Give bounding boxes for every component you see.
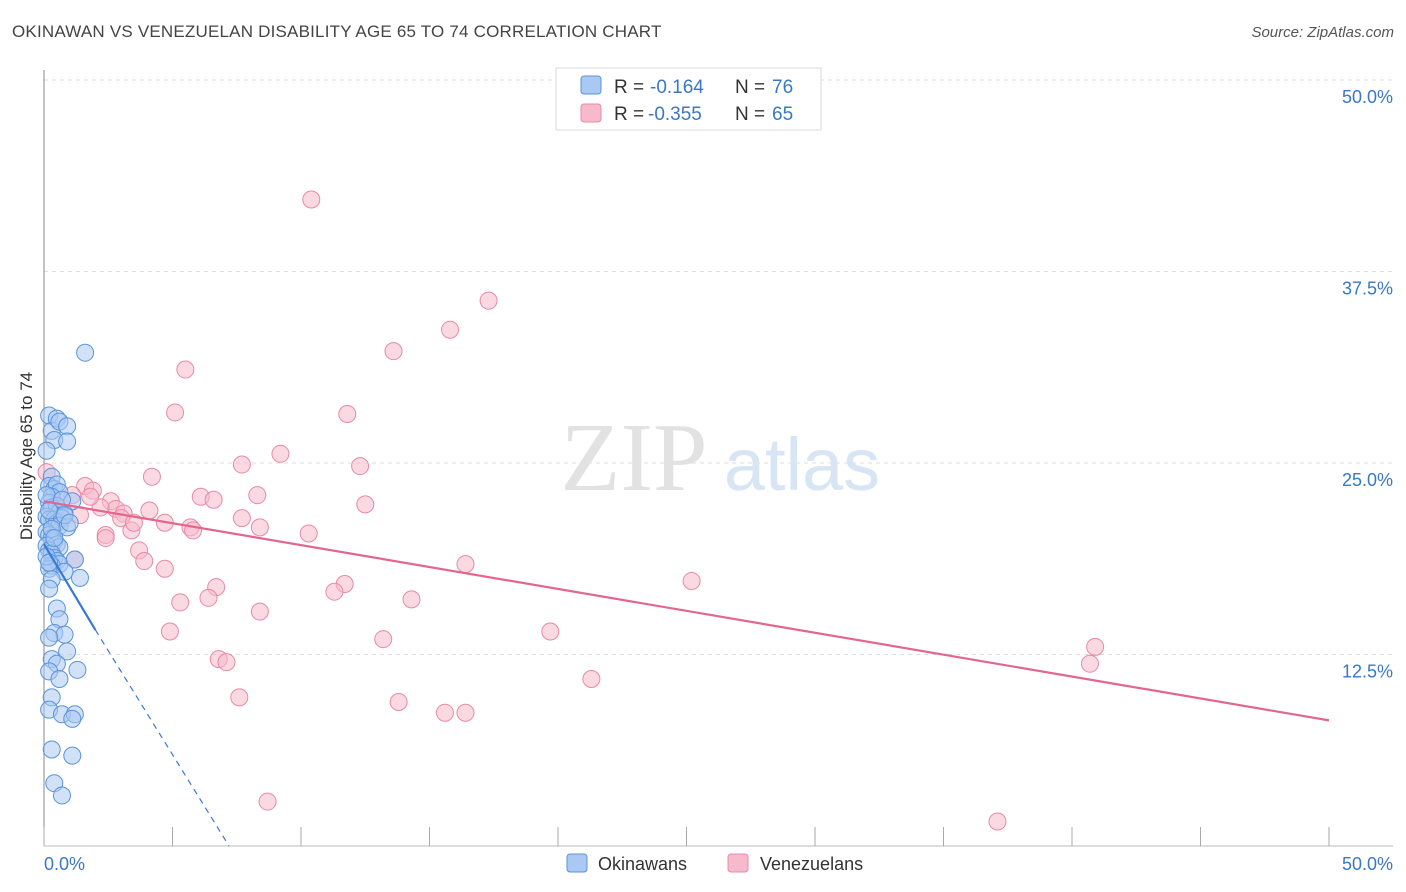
okinawan-point-52: [58, 642, 77, 661]
legend-okinawan-r-label: R =: [614, 77, 644, 98]
venezuelan-point-10: [351, 457, 370, 476]
okinawan-point-75: [60, 513, 79, 532]
x-tick-label-max: 50.0%: [1342, 854, 1393, 874]
venezuelan-point-40: [325, 582, 344, 601]
y-tick-labels: 12.5% 25.0% 37.5% 50.0%: [1342, 87, 1393, 682]
legend-venezuelan-swatch: [580, 103, 602, 123]
venezuelans-swatch: [727, 853, 749, 873]
x-ticks: [43, 827, 1330, 846]
okinawan-point-62: [63, 709, 82, 728]
x-tick-label-min: 0.0%: [44, 854, 85, 874]
venezuelan-point-4: [176, 360, 195, 379]
legend-okinawan-n-label: N =: [735, 77, 765, 98]
venezuelan-point-64: [124, 513, 143, 532]
okinawans-label: Okinawans: [598, 854, 687, 874]
venezuelan-point-43: [171, 593, 190, 612]
venezuelan-point-62: [81, 487, 100, 506]
venezuelan-point-1: [479, 291, 498, 310]
okinawan-point-66: [52, 786, 71, 805]
venezuelan-point-8: [271, 444, 290, 463]
stats-legend: R = -0.164 N = 76 R = -0.355 N = 65: [555, 67, 822, 131]
okinawans-swatch: [566, 853, 588, 873]
venezuelan-point-27: [232, 509, 251, 528]
venezuelan-point-52: [582, 670, 601, 689]
venezuelan-point-41: [199, 588, 218, 607]
venezuelan-point-28: [250, 518, 269, 537]
okinawan-point-64: [63, 746, 82, 765]
legend-venezuelan-n-label: N =: [735, 104, 765, 125]
okinawan-trend-line: [43, 543, 97, 631]
venezuelan-point-53: [230, 688, 249, 707]
venezuelan-point-47: [374, 630, 393, 649]
okinawan-point-57: [50, 670, 69, 689]
venezuelan-point-33: [135, 552, 154, 571]
venezuelan-point-54: [389, 692, 408, 711]
venezuelan-point-19: [356, 495, 375, 514]
source-label: Source: ZipAtlas.com: [1251, 24, 1394, 41]
venezuelan-point-21: [140, 501, 159, 520]
venezuelan-point-0: [302, 190, 321, 209]
venezuelan-point-50: [217, 653, 236, 672]
okinawan-point-8: [37, 441, 56, 460]
venezuelan-point-18: [248, 486, 267, 505]
venezuelan-point-34: [155, 559, 174, 578]
venezuelan-point-45: [541, 622, 560, 641]
venezuelan-point-6: [338, 404, 357, 423]
venezuelan-point-48: [1086, 637, 1105, 656]
okinawan-point-63: [42, 740, 61, 759]
venezuelan-point-26: [184, 521, 203, 540]
venezuelan-trend-line: [43, 500, 1330, 722]
venezuelan-point-58: [988, 812, 1007, 831]
chart-title: OKINAWAN VS VENEZUELAN DISABILITY AGE 65…: [12, 22, 662, 41]
okinawan-point-46: [40, 579, 59, 598]
legend-venezuelan-n-value: 65: [772, 104, 793, 125]
okinawan-point-5: [58, 417, 77, 436]
trend-lines: [43, 500, 1330, 847]
venezuelan-point-5: [166, 403, 185, 422]
venezuelan-point-56: [456, 703, 475, 722]
okinawan-point-70: [45, 529, 64, 548]
legend-venezuelan-r-label: R =: [614, 104, 644, 125]
okinawan-point-55: [68, 660, 87, 679]
venezuelan-point-37: [682, 571, 701, 590]
venezuelan-point-9: [232, 455, 251, 474]
legend-okinawan-r-value: -0.164: [650, 77, 704, 98]
okinawan-point-50: [55, 625, 74, 644]
okinawan-point-44: [70, 568, 89, 587]
y-tick-label-2: 37.5%: [1342, 279, 1393, 299]
venezuelan-point-55: [435, 703, 454, 722]
y-tick-label-0: 12.5%: [1342, 662, 1393, 682]
venezuelan-point-29: [299, 524, 318, 543]
y-tick-label-1: 25.0%: [1342, 470, 1393, 490]
venezuelan-point-3: [384, 342, 403, 361]
venezuelan-point-17: [204, 490, 223, 509]
venezuelan-point-51: [1080, 654, 1099, 673]
venezuelans-label: Venezuelans: [760, 854, 863, 874]
legend-okinawan-swatch: [580, 75, 602, 95]
venezuelan-point-44: [250, 602, 269, 621]
gridlines: [44, 79, 1393, 655]
venezuelan-point-63: [96, 529, 115, 548]
series-legend: Okinawans Venezuelans: [566, 853, 863, 874]
okinawan-point-51: [40, 628, 59, 647]
venezuelan-point-35: [456, 555, 475, 574]
watermark: ZIP atlas: [561, 404, 881, 512]
okinawan-trend-extension: [94, 629, 230, 847]
venezuelan-point-42: [402, 590, 421, 609]
okinawan-point-6: [58, 432, 77, 451]
venezuelan-point-2: [441, 320, 460, 339]
okinawan-point-7: [76, 343, 95, 362]
venezuelan-point-57: [258, 792, 277, 811]
okinawan-points: [37, 343, 95, 805]
watermark-atlas: atlas: [724, 423, 880, 506]
okinawan-point-42: [65, 550, 84, 569]
watermark-zip: ZIP: [561, 404, 708, 512]
y-axis-title: Disability Age 65 to 74: [17, 372, 36, 540]
y-tick-label-3: 50.0%: [1342, 87, 1393, 107]
legend-okinawan-n-value: 76: [772, 77, 793, 98]
legend-venezuelan-r-value: -0.355: [648, 104, 702, 125]
venezuelan-point-46: [160, 622, 179, 641]
venezuelan-point-11: [142, 467, 161, 486]
